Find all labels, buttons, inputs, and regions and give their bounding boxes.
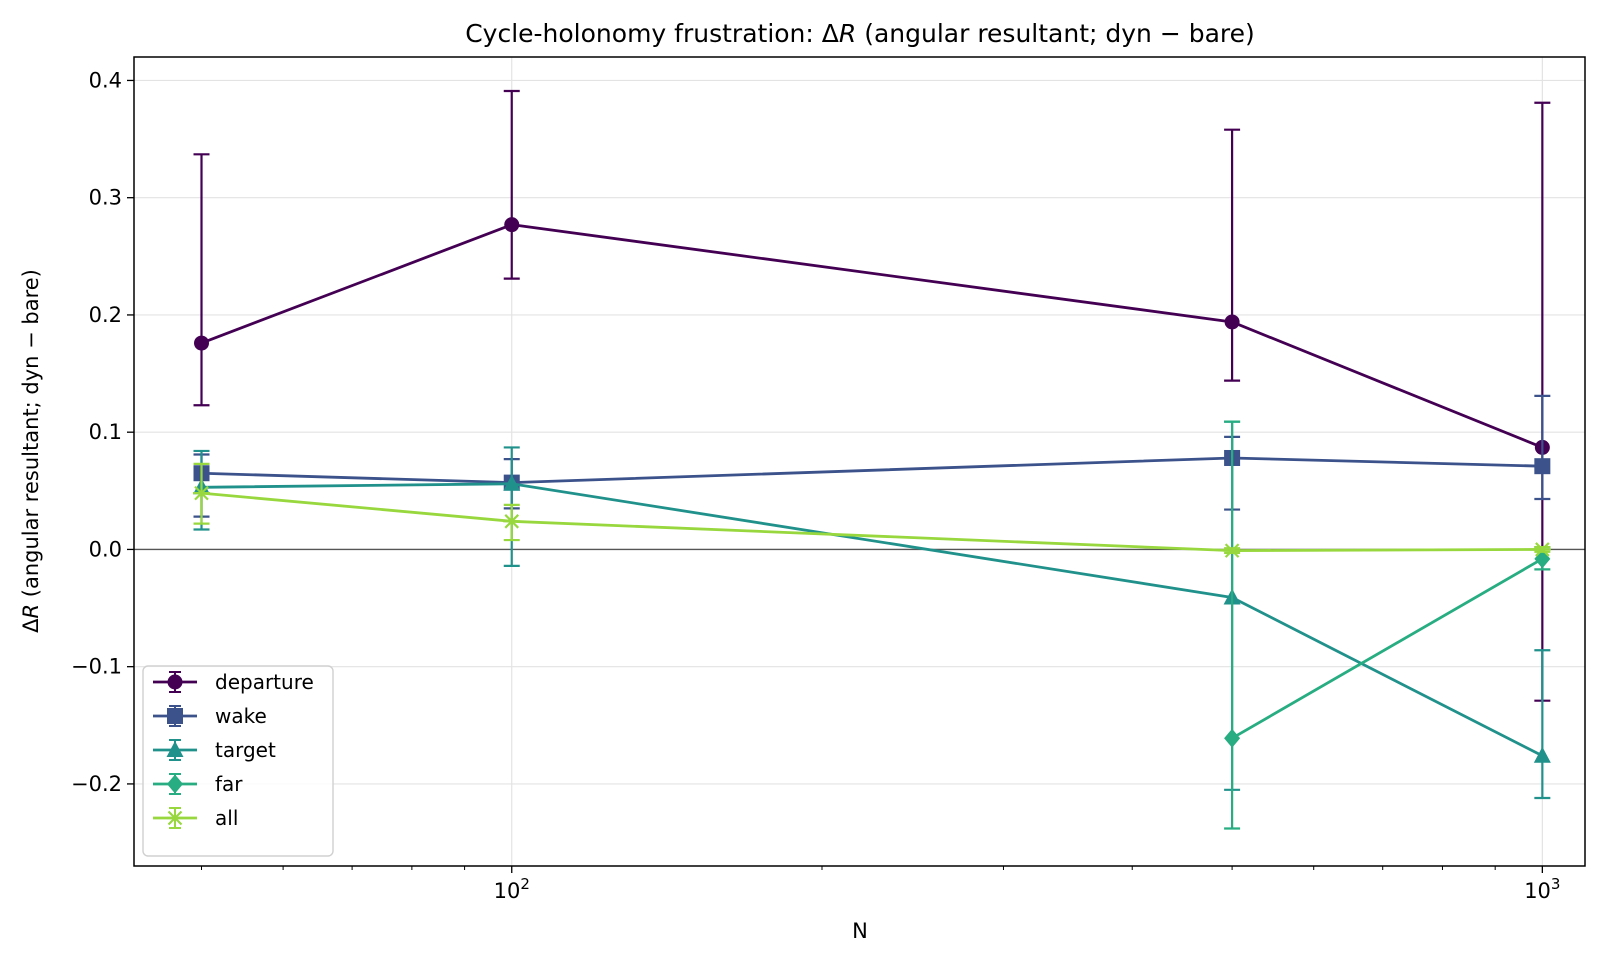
legend-box: [142, 665, 334, 857]
legend-marker: [167, 774, 183, 794]
series-departure: [193, 89, 1551, 702]
x-tick-label: 103: [1524, 875, 1560, 903]
x-axis-label: N: [852, 919, 868, 943]
data-point: [194, 335, 210, 351]
legend-entry-target: target: [153, 738, 276, 762]
data-point: [193, 485, 211, 501]
legend-label: far: [215, 772, 243, 796]
plot-frame: [133, 56, 1586, 867]
data-point: [1224, 728, 1241, 748]
x-tick-label: 102: [494, 875, 530, 903]
y-tick-label: 0.2: [89, 303, 122, 327]
series-line: [201, 482, 1543, 758]
legend-entry-all: all: [153, 806, 238, 830]
axis-ticks: −0.2 −0.1 0.0 0.1 0.2 0.3 0.4 102 103: [71, 68, 1560, 903]
data-point: [503, 474, 521, 491]
data-point: [1533, 746, 1551, 763]
legend-label: target: [215, 738, 276, 762]
series-line: [201, 223, 1543, 449]
data-point: [1224, 314, 1240, 330]
legend-label: wake: [215, 704, 267, 728]
legend-entry-wake: wake: [153, 704, 267, 728]
y-tick-label: 0.3: [89, 186, 122, 210]
data-point: [1533, 542, 1551, 557]
data-point: [1534, 458, 1551, 475]
series-line: [201, 491, 1543, 553]
y-axis-label: ΔR (angular resultant; dyn − bare): [19, 269, 43, 633]
y-tick-label: −0.1: [71, 655, 122, 679]
legend-marker: [166, 741, 184, 757]
y-tick-label: 0.4: [89, 68, 122, 92]
y-tick-label: 0.1: [89, 420, 122, 444]
legend-entry-departure: departure: [153, 670, 314, 694]
legend-marker: [167, 674, 183, 690]
legend: departure wake target far all: [142, 665, 334, 857]
legend-marker: [166, 810, 184, 826]
legend-marker: [167, 708, 183, 724]
y-tick-label: −0.2: [71, 772, 122, 796]
data-point: [503, 514, 521, 529]
series-all: [193, 462, 1551, 558]
data-point: [1223, 543, 1241, 558]
series-line: [201, 456, 1543, 485]
series-layer: [193, 89, 1551, 830]
series-line: [1231, 557, 1544, 740]
legend-label: departure: [215, 670, 314, 694]
data-point: [504, 217, 520, 233]
legend-label: all: [215, 806, 238, 830]
chart-title: Cycle-holonomy frustration: ΔR (angular …: [465, 19, 1255, 48]
y-tick-label: 0.0: [89, 537, 122, 561]
legend-entry-far: far: [153, 772, 243, 796]
